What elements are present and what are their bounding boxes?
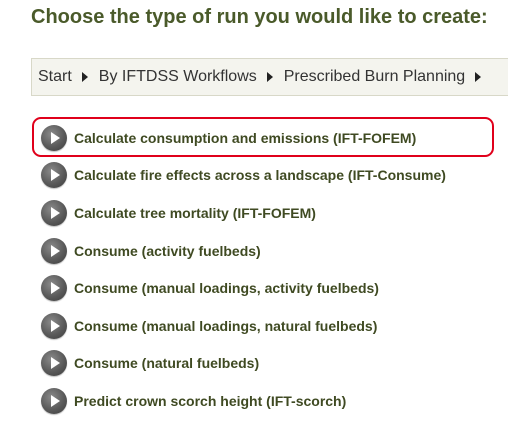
play-circle-icon[interactable] [41, 387, 67, 414]
run-type-item-consume-activity[interactable]: Consume (activity fuelbeds) [41, 232, 446, 270]
breadcrumb-prescribed-burn-planning[interactable]: Prescribed Burn Planning [283, 68, 466, 85]
page-title: Choose the type of run you would like to… [31, 6, 488, 28]
breadcrumb-start[interactable]: Start [38, 68, 72, 85]
run-type-item-consume-natural[interactable]: Consume (natural fuelbeds) [41, 345, 446, 383]
play-circle-icon[interactable] [41, 350, 67, 377]
run-type-item-fire-effects-landscape[interactable]: Calculate fire effects across a landscap… [41, 157, 446, 195]
triangle-right-icon [475, 72, 482, 82]
run-type-list: Calculate consumption and emissions (IFT… [41, 119, 446, 420]
run-type-label[interactable]: Consume (manual loadings, natural fuelbe… [74, 317, 378, 334]
run-type-item-crown-scorch[interactable]: Predict crown scorch height (IFT-scorch) [41, 382, 446, 420]
run-type-item-consumption-emissions[interactable]: Calculate consumption and emissions (IFT… [41, 119, 446, 157]
run-type-label[interactable]: Consume (manual loadings, activity fuelb… [74, 280, 379, 297]
run-type-label[interactable]: Calculate consumption and emissions (IFT… [74, 129, 417, 146]
triangle-right-icon [266, 72, 273, 82]
play-circle-icon[interactable] [41, 124, 67, 151]
run-type-label[interactable]: Calculate tree mortality (IFT-FOFEM) [74, 204, 316, 221]
run-type-label[interactable]: Consume (natural fuelbeds) [74, 355, 260, 372]
run-type-label[interactable]: Calculate fire effects across a landscap… [74, 167, 446, 184]
play-circle-icon[interactable] [41, 162, 67, 189]
play-circle-icon[interactable] [41, 275, 67, 302]
breadcrumb-iftdss-workflows[interactable]: By IFTDSS Workflows [98, 68, 257, 85]
play-circle-icon[interactable] [41, 237, 67, 264]
play-circle-icon[interactable] [41, 312, 67, 339]
play-circle-icon[interactable] [41, 199, 67, 226]
run-type-label[interactable]: Predict crown scorch height (IFT-scorch) [74, 392, 347, 409]
run-type-item-tree-mortality[interactable]: Calculate tree mortality (IFT-FOFEM) [41, 194, 446, 232]
triangle-right-icon [81, 72, 88, 82]
breadcrumb: Start By IFTDSS Workflows Prescribed Bur… [31, 58, 508, 96]
run-type-item-consume-manual-activity[interactable]: Consume (manual loadings, activity fuelb… [41, 269, 446, 307]
run-type-label[interactable]: Consume (activity fuelbeds) [74, 242, 261, 259]
run-type-item-consume-manual-natural[interactable]: Consume (manual loadings, natural fuelbe… [41, 307, 446, 345]
